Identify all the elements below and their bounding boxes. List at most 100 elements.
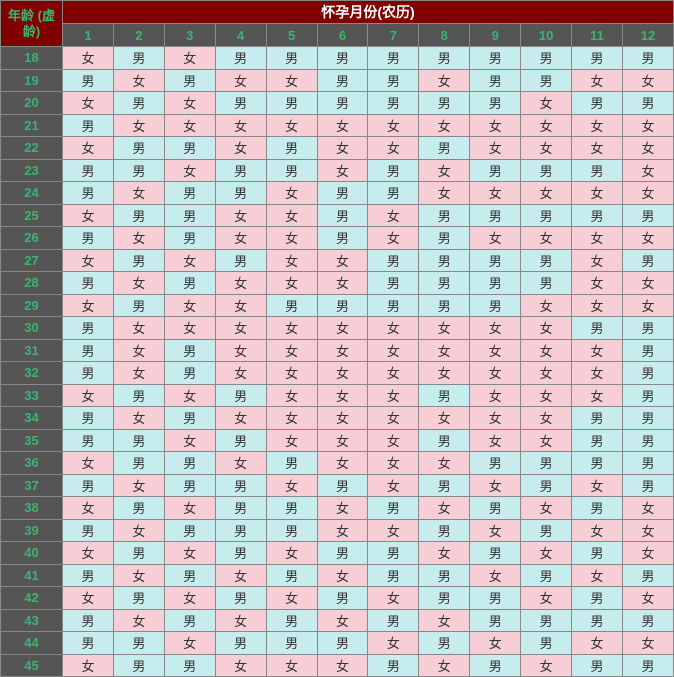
gender-cell: 男 — [266, 497, 317, 520]
header-age: 年龄 (虚龄) — [1, 1, 63, 47]
gender-cell: 女 — [113, 317, 164, 340]
table-row: 28男女男女女女男男男男女女 — [1, 272, 674, 295]
gender-cell: 男 — [572, 47, 623, 70]
gender-cell: 男 — [470, 294, 521, 317]
gender-cell: 女 — [368, 204, 419, 227]
gender-cell: 女 — [521, 542, 572, 565]
gender-cell: 男 — [419, 249, 470, 272]
gender-cell: 女 — [266, 587, 317, 610]
age-cell: 45 — [1, 654, 63, 677]
gender-cell: 女 — [113, 69, 164, 92]
gender-cell: 女 — [368, 474, 419, 497]
gender-cell: 男 — [470, 497, 521, 520]
gender-cell: 女 — [470, 407, 521, 430]
gender-cell: 男 — [368, 654, 419, 677]
gender-cell: 男 — [317, 182, 368, 205]
gender-cell: 男 — [368, 69, 419, 92]
gender-cell: 男 — [215, 182, 266, 205]
gender-cell: 男 — [164, 69, 215, 92]
gender-cell: 男 — [419, 204, 470, 227]
table-row: 18女男女男男男男男男男男男 — [1, 47, 674, 70]
gender-cell: 女 — [368, 587, 419, 610]
gender-cell: 男 — [164, 564, 215, 587]
gender-cell: 男 — [572, 452, 623, 475]
gender-cell: 女 — [266, 227, 317, 250]
gender-cell: 女 — [572, 632, 623, 655]
gender-cell: 女 — [521, 294, 572, 317]
gender-cell: 女 — [317, 654, 368, 677]
gender-cell: 男 — [113, 542, 164, 565]
age-cell: 26 — [1, 227, 63, 250]
gender-cell: 女 — [215, 362, 266, 385]
age-cell: 30 — [1, 317, 63, 340]
gender-cell: 女 — [63, 542, 114, 565]
gender-cell: 男 — [419, 587, 470, 610]
gender-cell: 男 — [63, 609, 114, 632]
gender-cell: 男 — [164, 204, 215, 227]
age-cell: 19 — [1, 69, 63, 92]
gender-cell: 男 — [63, 519, 114, 542]
gender-cell: 女 — [470, 339, 521, 362]
gender-cell: 女 — [113, 227, 164, 250]
gender-cell: 男 — [317, 69, 368, 92]
gender-cell: 女 — [164, 384, 215, 407]
gender-cell: 女 — [521, 362, 572, 385]
gender-cell: 男 — [113, 429, 164, 452]
gender-cell: 男 — [113, 204, 164, 227]
table-row: 36女男男女男女女女男男男男 — [1, 452, 674, 475]
gender-cell: 女 — [368, 519, 419, 542]
gender-cell: 女 — [521, 317, 572, 340]
gender-cell: 男 — [215, 92, 266, 115]
gender-cell: 男 — [572, 587, 623, 610]
gender-cell: 男 — [164, 654, 215, 677]
table-row: 34男女男女女女女女女女男男 — [1, 407, 674, 430]
gender-cell: 女 — [63, 204, 114, 227]
gender-cell: 女 — [266, 317, 317, 340]
gender-cell: 男 — [572, 654, 623, 677]
gender-cell: 男 — [622, 339, 673, 362]
gender-cell: 女 — [63, 47, 114, 70]
gender-cell: 女 — [572, 137, 623, 160]
gender-cell: 男 — [521, 452, 572, 475]
gender-cell: 女 — [622, 227, 673, 250]
gender-cell: 男 — [470, 272, 521, 295]
gender-cell: 男 — [470, 609, 521, 632]
gender-cell: 女 — [521, 497, 572, 520]
gender-cell: 女 — [317, 564, 368, 587]
gender-cell: 男 — [470, 92, 521, 115]
gender-cell: 女 — [317, 497, 368, 520]
gender-cell: 女 — [368, 384, 419, 407]
gender-cell: 男 — [368, 294, 419, 317]
gender-cell: 男 — [266, 452, 317, 475]
gender-cell: 女 — [572, 339, 623, 362]
gender-cell: 男 — [419, 519, 470, 542]
gender-cell: 男 — [470, 204, 521, 227]
gender-cell: 男 — [266, 564, 317, 587]
table-row: 23男男女男男女男女男男男女 — [1, 159, 674, 182]
gender-cell: 女 — [470, 227, 521, 250]
gender-cell: 男 — [215, 47, 266, 70]
gender-cell: 女 — [470, 317, 521, 340]
header-month-6: 6 — [317, 24, 368, 47]
gender-cell: 男 — [572, 407, 623, 430]
gender-cell: 男 — [521, 249, 572, 272]
gender-cell: 男 — [266, 159, 317, 182]
gender-cell: 男 — [419, 92, 470, 115]
gender-cell: 女 — [113, 114, 164, 137]
age-cell: 31 — [1, 339, 63, 362]
gender-cell: 男 — [368, 542, 419, 565]
age-cell: 28 — [1, 272, 63, 295]
age-cell: 25 — [1, 204, 63, 227]
gender-cell: 女 — [521, 137, 572, 160]
gender-cell: 女 — [622, 69, 673, 92]
gender-cell: 男 — [470, 587, 521, 610]
header-month-8: 8 — [419, 24, 470, 47]
gender-cell: 男 — [113, 47, 164, 70]
gender-cell: 女 — [521, 114, 572, 137]
gender-cell: 女 — [521, 587, 572, 610]
table-row: 45女男男女女女男女男女男男 — [1, 654, 674, 677]
gender-cell: 男 — [419, 47, 470, 70]
gender-cell: 女 — [164, 587, 215, 610]
gender-cell: 女 — [266, 182, 317, 205]
gender-cell: 女 — [215, 317, 266, 340]
